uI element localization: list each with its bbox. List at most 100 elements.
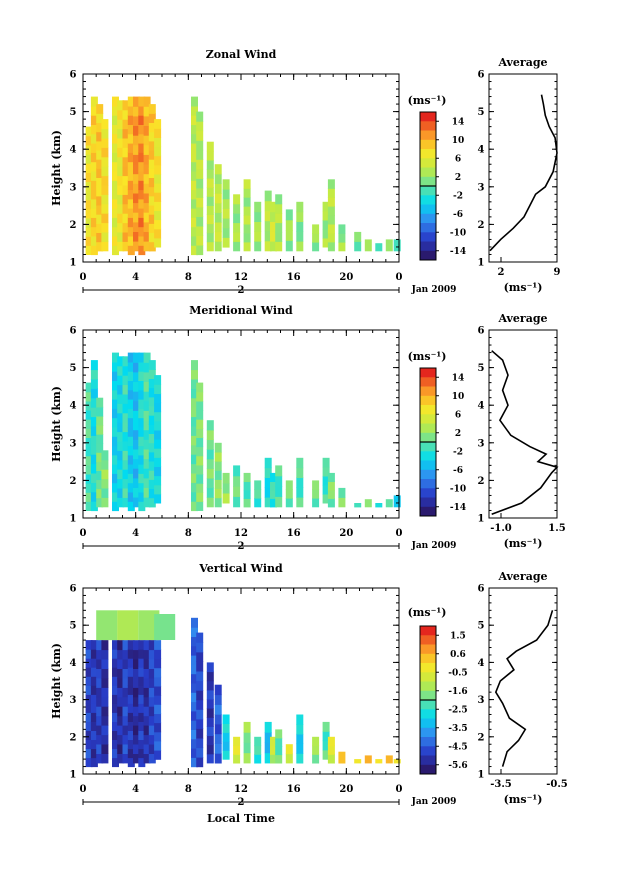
heatmap-cell bbox=[85, 382, 93, 393]
heatmap-cell bbox=[117, 393, 125, 404]
heatmap-cell bbox=[222, 723, 230, 733]
heatmap-cell bbox=[122, 194, 130, 205]
heatmap-cell bbox=[270, 201, 277, 213]
heatmap-cell bbox=[90, 435, 98, 446]
y-axis-label: Height (km) bbox=[50, 386, 63, 462]
heatmap-cell bbox=[148, 396, 156, 407]
heatmap-cell bbox=[196, 670, 204, 682]
heatmap-cell bbox=[214, 723, 222, 735]
heatmap-cell bbox=[206, 241, 214, 252]
heatmap-cell bbox=[191, 360, 198, 371]
heatmap-cell bbox=[270, 754, 277, 764]
heatmap-cell bbox=[148, 470, 156, 480]
heatmap-cell bbox=[96, 397, 104, 408]
heatmap-cell bbox=[154, 484, 162, 495]
heatmap-cell bbox=[264, 742, 272, 754]
profile-x-tick-label: 2 bbox=[498, 267, 505, 278]
heatmap-cell bbox=[90, 369, 98, 380]
heatmap-cell bbox=[222, 472, 230, 484]
heatmap-cell bbox=[101, 696, 109, 707]
heatmap-cell bbox=[275, 475, 283, 487]
heatmap-cell bbox=[138, 143, 146, 153]
heatmap-cell bbox=[138, 198, 146, 209]
heatmap-cell bbox=[191, 133, 198, 144]
heatmap-cell bbox=[138, 352, 146, 363]
colorbar-band bbox=[420, 709, 436, 719]
heatmap-cell bbox=[148, 659, 156, 669]
heatmap-cell bbox=[133, 448, 140, 460]
heatmap-cell bbox=[191, 235, 198, 246]
heatmap-cell bbox=[338, 241, 346, 252]
heatmap-cell bbox=[322, 457, 330, 468]
heatmap-cell bbox=[222, 482, 230, 494]
heatmap-cell bbox=[138, 105, 146, 116]
colorbar-band bbox=[420, 195, 436, 205]
heatmap-cell bbox=[191, 748, 198, 758]
heatmap-cell bbox=[127, 380, 135, 391]
heatmap-cell bbox=[285, 753, 293, 764]
heatmap-cell bbox=[285, 497, 293, 508]
heatmap-cell bbox=[90, 703, 98, 713]
heatmap-cell bbox=[196, 728, 204, 739]
chart-title: Vertical Wind bbox=[198, 562, 283, 575]
heatmap-cell bbox=[85, 474, 93, 484]
heatmap-cell bbox=[275, 231, 283, 242]
date-label: Jan 2009 bbox=[411, 541, 457, 551]
colorbar-band bbox=[420, 241, 436, 252]
colorbar-band bbox=[420, 377, 436, 387]
heatmap-cell bbox=[133, 497, 140, 508]
chart-title: Zonal Wind bbox=[206, 48, 277, 61]
heatmap-cell bbox=[127, 217, 135, 228]
heatmap-cell bbox=[112, 739, 119, 750]
heatmap-cell bbox=[112, 408, 119, 419]
heatmap-cells bbox=[85, 610, 401, 768]
heatmap-cell bbox=[214, 221, 222, 233]
heatmap-cell bbox=[90, 658, 98, 668]
heatmap-cell bbox=[154, 420, 162, 431]
heatmap-cell bbox=[133, 649, 140, 660]
heatmap-cell bbox=[254, 754, 262, 764]
heatmap-cell bbox=[138, 649, 146, 659]
heatmap-cell bbox=[191, 407, 198, 418]
heatmap-cell bbox=[154, 685, 162, 696]
heatmap-cell bbox=[138, 189, 146, 200]
heatmap-cell bbox=[154, 731, 162, 742]
heatmap-cell bbox=[312, 489, 320, 499]
heatmap-cell bbox=[117, 659, 125, 669]
heatmap-cell bbox=[85, 501, 93, 511]
heatmap-cell bbox=[214, 753, 222, 764]
heatmap-cell bbox=[275, 737, 283, 747]
x-tick-label: 20 bbox=[339, 272, 353, 283]
heatmap-cell bbox=[196, 699, 204, 710]
heatmap-cell bbox=[196, 455, 204, 466]
y-tick-label: 6 bbox=[70, 326, 77, 337]
heatmap-cell bbox=[296, 487, 304, 498]
heatmap-cell bbox=[90, 170, 98, 181]
heatmap-cell bbox=[133, 202, 140, 213]
heatmap-cell bbox=[90, 416, 98, 427]
heatmap-cell bbox=[122, 128, 130, 139]
heatmap-cell bbox=[191, 692, 198, 703]
heatmap-cell bbox=[133, 106, 140, 117]
heatmap-cell bbox=[275, 754, 283, 764]
heatmap-cell bbox=[312, 497, 320, 508]
heatmap-cell bbox=[138, 685, 146, 695]
heatmap-cell bbox=[85, 676, 93, 686]
heatmap-cell bbox=[206, 477, 214, 489]
heatmap-cell bbox=[112, 180, 119, 191]
heatmap-cell bbox=[222, 492, 230, 504]
heatmap-cell bbox=[206, 487, 214, 498]
profile-y-tick-label: 2 bbox=[478, 476, 485, 487]
heatmap-cell bbox=[191, 435, 198, 446]
heatmap-cell bbox=[112, 217, 119, 228]
heatmap-cell bbox=[214, 470, 222, 480]
y-tick-label: 2 bbox=[70, 220, 77, 231]
heatmap-cell bbox=[138, 152, 146, 163]
heatmap-cell bbox=[393, 239, 401, 252]
x-tick-label: 20 bbox=[339, 528, 353, 539]
heatmap-cell bbox=[90, 649, 98, 659]
heatmap-cell bbox=[138, 217, 146, 228]
heatmap-cell bbox=[96, 706, 104, 717]
heatmap-cell bbox=[393, 495, 401, 508]
heatmap-cell bbox=[191, 143, 198, 153]
